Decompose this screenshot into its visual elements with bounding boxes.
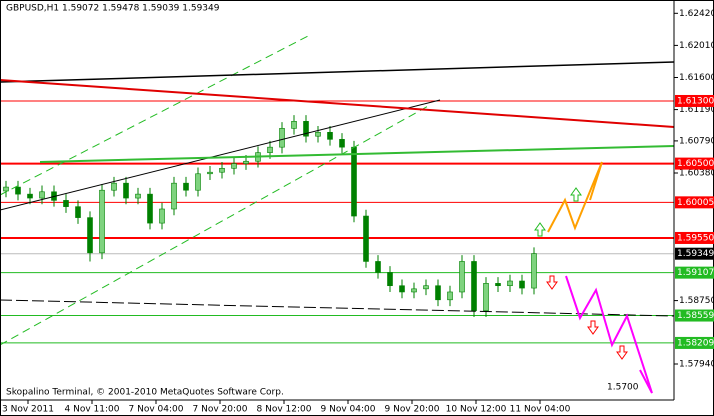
candle-body bbox=[15, 186, 21, 195]
candle-body bbox=[411, 288, 417, 293]
chart-title: GBPUSD,H1 1.59072 1.59478 1.59039 1.5934… bbox=[6, 4, 220, 14]
up-arrow-icon bbox=[534, 222, 546, 237]
level-label-box bbox=[675, 196, 714, 209]
down-arrow-icon bbox=[616, 345, 628, 360]
level-label: 1.58209 bbox=[677, 338, 714, 348]
candle-body bbox=[243, 160, 249, 164]
candle-body bbox=[267, 146, 273, 153]
y-tick-label: 1.62420 bbox=[679, 9, 714, 19]
candle-body bbox=[195, 173, 201, 191]
projection-up bbox=[547, 161, 603, 233]
candle-body bbox=[507, 280, 513, 287]
y-tick-label: 1.61190 bbox=[679, 105, 714, 115]
candle-body bbox=[231, 163, 237, 169]
candle-body bbox=[75, 206, 81, 218]
candle-body bbox=[519, 280, 525, 289]
y-tick-label: 1.58750 bbox=[679, 296, 714, 306]
level-label: 1.59550 bbox=[677, 233, 714, 243]
x-tick-label: 10 Nov 12:00 bbox=[446, 405, 507, 415]
candle-body bbox=[63, 200, 69, 207]
candle-body bbox=[183, 182, 189, 191]
y-tick-label: 1.61600 bbox=[679, 73, 714, 83]
y-tick-label: 1.62010 bbox=[679, 41, 714, 51]
down-arrow-icon bbox=[546, 275, 558, 290]
candle-body bbox=[111, 182, 117, 191]
candle-body bbox=[435, 285, 441, 301]
layers bbox=[0, 100, 674, 344]
candle-body bbox=[99, 189, 105, 254]
x-tick-label: 3 Nov 2011 bbox=[2, 405, 54, 415]
candle-body bbox=[279, 128, 285, 148]
candle-body bbox=[135, 193, 141, 199]
candle-body bbox=[483, 283, 489, 312]
candle-body bbox=[387, 272, 393, 287]
candle-body bbox=[339, 139, 345, 148]
candle-body bbox=[87, 217, 93, 254]
level-label: 1.60005 bbox=[677, 198, 714, 208]
channel-line bbox=[0, 34, 311, 196]
candle-body bbox=[315, 131, 321, 137]
current-price-label: 1.59349 bbox=[677, 249, 714, 259]
candle-body bbox=[39, 191, 45, 199]
projection-down bbox=[565, 275, 653, 394]
candle-body bbox=[219, 167, 225, 173]
y-tick-label: 1.57940 bbox=[679, 359, 714, 369]
x-tick-label: 9 Nov 04:00 bbox=[321, 405, 376, 415]
level-label-box bbox=[675, 231, 714, 244]
level-label-box bbox=[675, 94, 714, 107]
trend-line bbox=[0, 79, 675, 128]
candle-body bbox=[351, 146, 357, 217]
candle-body bbox=[159, 208, 165, 224]
candle-body bbox=[3, 186, 9, 192]
x-tick-label: 11 Nov 04:00 bbox=[510, 405, 571, 415]
level-label: 1.58559 bbox=[677, 311, 714, 321]
candle-body bbox=[327, 131, 333, 140]
current-price-box bbox=[675, 247, 714, 260]
channel-line bbox=[0, 104, 431, 346]
candle-body bbox=[27, 193, 33, 199]
x-tick-label: 7 Nov 20:00 bbox=[193, 405, 248, 415]
candle-body bbox=[303, 121, 309, 137]
candle-body bbox=[531, 253, 537, 289]
candle-body bbox=[471, 261, 477, 312]
trend-line bbox=[0, 99, 441, 211]
candle-body bbox=[375, 261, 381, 273]
x-tick-label: 4 Nov 11:00 bbox=[65, 405, 120, 415]
level-label-box bbox=[675, 157, 714, 170]
level-label: 1.59107 bbox=[677, 268, 714, 278]
x-tick-label: 7 Nov 04:00 bbox=[129, 405, 184, 415]
candle-body bbox=[147, 193, 153, 224]
footer: Skopalino Terminal, © 2001-2010 MetaQuot… bbox=[6, 388, 284, 398]
level-label-box bbox=[675, 266, 714, 279]
candle-body bbox=[399, 285, 405, 293]
candle-body bbox=[291, 121, 297, 129]
candle-body bbox=[123, 182, 129, 199]
y-tick-label: 1.60790 bbox=[679, 136, 714, 146]
y-tick-label: 1.60380 bbox=[679, 168, 714, 178]
candle-body bbox=[363, 215, 369, 262]
drawings bbox=[0, 34, 675, 394]
candle-body bbox=[459, 261, 465, 293]
down-arrow-icon bbox=[587, 320, 599, 335]
trend-line bbox=[39, 145, 675, 163]
x-tick-label: 8 Nov 12:00 bbox=[257, 405, 312, 415]
level-label-box bbox=[675, 336, 714, 349]
candle-body bbox=[171, 182, 177, 210]
candle-body bbox=[207, 171, 213, 175]
candle-body bbox=[447, 291, 453, 301]
trend-line bbox=[0, 61, 675, 83]
candle-body bbox=[495, 283, 501, 287]
trend-line bbox=[0, 299, 675, 317]
level-label: 1.61300 bbox=[677, 96, 714, 106]
level-label-box bbox=[675, 309, 714, 322]
x-tick-label: 9 Nov 20:00 bbox=[385, 405, 440, 415]
annotation: 1.5700 bbox=[607, 383, 639, 393]
candle-body bbox=[423, 285, 429, 290]
level-label: 1.60500 bbox=[677, 159, 714, 169]
up-arrow-icon bbox=[570, 187, 582, 202]
